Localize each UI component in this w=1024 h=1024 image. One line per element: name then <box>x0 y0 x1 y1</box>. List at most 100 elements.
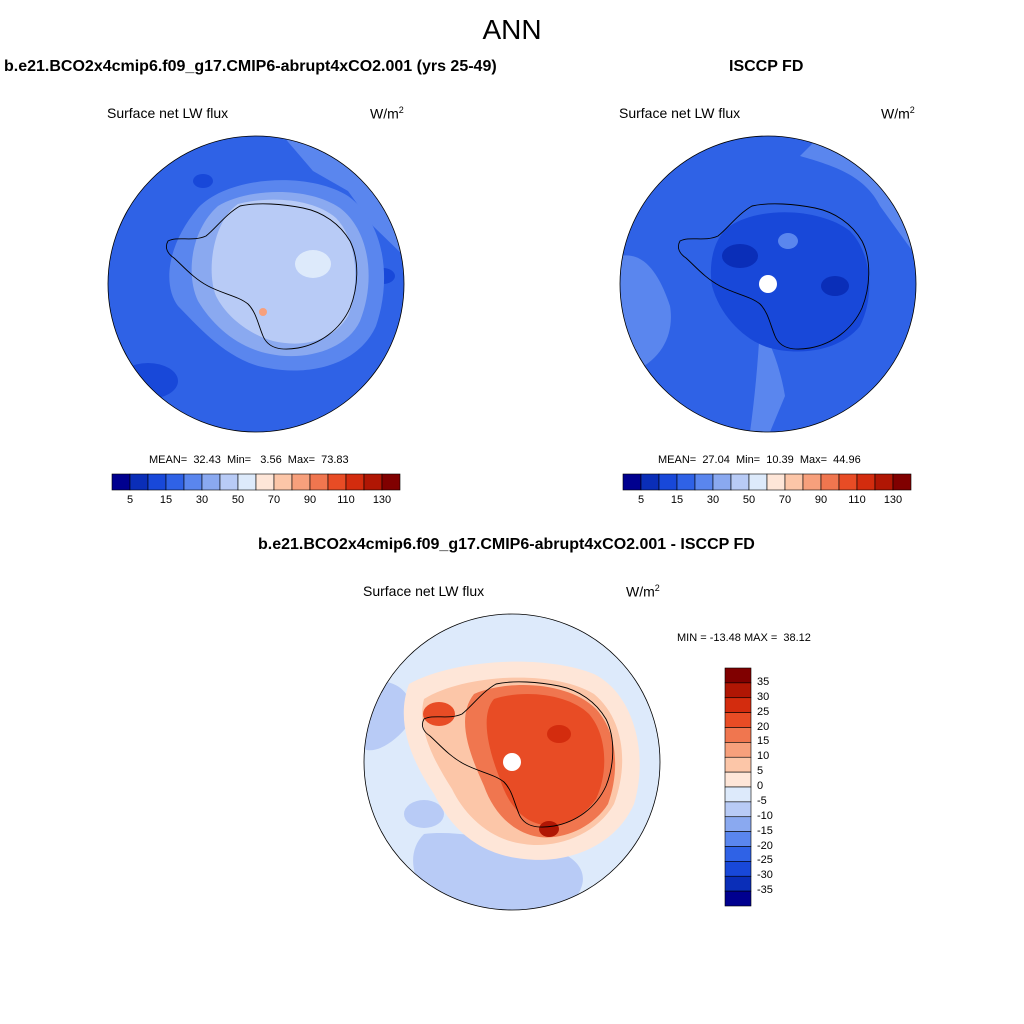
panel-3-colorbar-tick-label: -25 <box>757 854 773 867</box>
panel-2-colorbar-swatch <box>892 473 912 491</box>
panel-1-colorbar-swatch <box>129 473 149 491</box>
panel-3-stats: MIN = -13.48 MAX = 38.12 <box>677 632 811 644</box>
panel-3-colorbar-tick-label: 20 <box>757 720 770 733</box>
panel-3-colorbar-swatch <box>724 667 752 684</box>
panel-1-colorbar-tick-label: 130 <box>372 494 392 506</box>
panel-2-colorbar-tick-label: 90 <box>814 494 828 506</box>
panel-1-colorbar-swatch <box>327 473 347 491</box>
panel-2-polar-map <box>619 135 917 433</box>
panel-3-variable-label: Surface net LW flux <box>363 583 485 599</box>
panel-3-colorbar-tick-label: -15 <box>757 824 773 837</box>
panel-1-stats: MEAN= 32.43 Min= 3.56 Max= 73.83 <box>149 454 349 466</box>
panel-2-patch <box>821 276 849 296</box>
panel-3-colorbar-swatch <box>724 801 752 818</box>
panel-2-units: W/m2 <box>881 105 915 122</box>
panel-3-patch <box>539 821 559 837</box>
panel-3-patch <box>423 702 455 726</box>
panel-2-colorbar-swatch <box>820 473 840 491</box>
panel-3-colorbar-tick-label: 30 <box>757 690 770 703</box>
panel-1-colorbar-swatch <box>201 473 221 491</box>
panel-3-colorbar-tick-label: 5 <box>757 765 764 778</box>
panel-1-colorbar <box>111 473 401 491</box>
panel-1-colorbar-tick-label: 50 <box>231 494 245 506</box>
panel-3-map-border <box>363 613 661 911</box>
panel-3-colorbar-swatch <box>724 712 752 728</box>
panel-3-colorbar-swatch <box>724 727 752 743</box>
panel-3-colorbar-swatch <box>724 846 752 862</box>
panel-1-patch <box>295 250 331 278</box>
panel-2-colorbar-tick-label: 30 <box>706 494 720 506</box>
panel-2-colorbar-ticks: 5 15 30 50 70 90 110 130 <box>623 494 911 510</box>
panel-1-colorbar-swatch <box>345 473 365 491</box>
panel-2-pole-hole <box>759 275 777 293</box>
panel-3-colorbar-swatch <box>724 831 752 847</box>
panel-1-colorbar-swatch <box>111 473 131 491</box>
panel-2-colorbar-tick-label: 50 <box>742 494 756 506</box>
panel-3-colorbar-tick-label: -10 <box>757 809 773 822</box>
panel-3-colorbar-tick-label: -20 <box>757 839 773 852</box>
figure-title: ANN <box>482 14 542 45</box>
panel-2-patch <box>778 233 798 249</box>
panel-1-units: W/m2 <box>370 105 404 122</box>
panel-1-polar-map <box>107 135 405 433</box>
panel-3-colorbar-swatch <box>724 816 752 832</box>
panel-3-colorbar-tick-label: 10 <box>757 750 770 763</box>
panel-2-colorbar-swatch <box>874 473 894 491</box>
panel-1-colorbar-tick-label: 110 <box>337 494 355 506</box>
panel-1-colorbar-tick-label: 5 <box>126 494 134 506</box>
panel-2-variable-label: Surface net LW flux <box>619 105 741 121</box>
panel-3-colorbar-swatch <box>724 875 752 892</box>
panel-2-colorbar-swatch <box>658 473 678 491</box>
panel-3-colorbar-tick-label: 25 <box>757 705 770 718</box>
panel-3-colorbar-tick-label: -35 <box>757 884 773 897</box>
panel-1-colorbar-ticks: 5 15 30 50 70 90 110 130 <box>112 494 400 510</box>
panel-2-colorbar-swatch <box>676 473 696 491</box>
panel-3-colorbar-swatch <box>724 697 752 713</box>
panel-2-colorbar-swatch <box>784 473 804 491</box>
panel-3-colorbar-swatch <box>724 682 752 699</box>
panel-1-interior <box>211 199 356 344</box>
panel-1-colorbar-swatch <box>219 473 239 491</box>
panel-1-patch <box>259 308 267 316</box>
panel-3-colorbar-ticks: 35 30 25 20 15 10 5 0 -5 -10 -15 -20 -25 -30 -35 <box>757 668 797 906</box>
panel-1-colorbar-tick-label: 30 <box>195 494 209 506</box>
panel-3-patch <box>486 694 605 826</box>
panel-2-colorbar-swatch <box>856 473 876 491</box>
panel-3-polar-map <box>363 613 661 911</box>
panel-2-stats: MEAN= 27.04 Min= 10.39 Max= 44.96 <box>658 454 861 466</box>
panel-2-colorbar-swatch <box>838 473 858 491</box>
panel-3-colorbar <box>724 667 752 907</box>
panel-2-colorbar-swatch <box>802 473 822 491</box>
panel-2-title: ISCCP FD <box>729 58 804 75</box>
panel-2-coastline <box>677 203 870 350</box>
panel-3-colorbar-tick-label: 35 <box>757 675 770 688</box>
panel-1-colorbar-swatch <box>309 473 329 491</box>
panel-3-colorbar-tick-label: -5 <box>757 794 767 807</box>
panel-2-colorbar-swatch <box>748 473 768 491</box>
panel-1-patch <box>193 174 213 188</box>
panel-1-colorbar-swatch <box>183 473 203 491</box>
panel-1-colorbar-swatch <box>165 473 185 491</box>
panel-1-variable-label: Surface net LW flux <box>107 105 229 121</box>
panel-1-patch <box>118 363 178 399</box>
panel-2-colorbar-tick-label: 5 <box>637 494 645 506</box>
panel-3-patch <box>404 800 444 828</box>
panel-1-title: b.e21.BCO2x4cmip6.f09_g17.CMIP6-abrupt4x… <box>4 58 497 75</box>
panel-3-colorbar-tick-label: 15 <box>757 735 770 748</box>
panel-3-colorbar-tick-label: -30 <box>757 869 773 882</box>
panel-2-colorbar-tick-label: 15 <box>670 494 684 506</box>
panel-2-patch <box>750 326 785 432</box>
panel-1-colorbar-swatch <box>255 473 275 491</box>
panel-3-patch <box>547 725 571 743</box>
panel-2-colorbar-tick-label: 70 <box>778 494 792 506</box>
panel-2-patch <box>722 244 758 268</box>
panel-1-map-border <box>107 135 405 433</box>
panel-2-colorbar-swatch <box>730 473 750 491</box>
panel-1-colorbar-swatch <box>147 473 167 491</box>
panel-3-title: b.e21.BCO2x4cmip6.f09_g17.CMIP6-abrupt4x… <box>258 536 755 553</box>
panel-1-colorbar-swatch <box>291 473 311 491</box>
panel-3-colorbar-swatch <box>724 756 752 773</box>
panel-2-colorbar-swatch <box>766 473 786 491</box>
panel-2-colorbar-tick-label: 110 <box>848 494 866 506</box>
panel-1-colorbar-tick-label: 70 <box>267 494 281 506</box>
